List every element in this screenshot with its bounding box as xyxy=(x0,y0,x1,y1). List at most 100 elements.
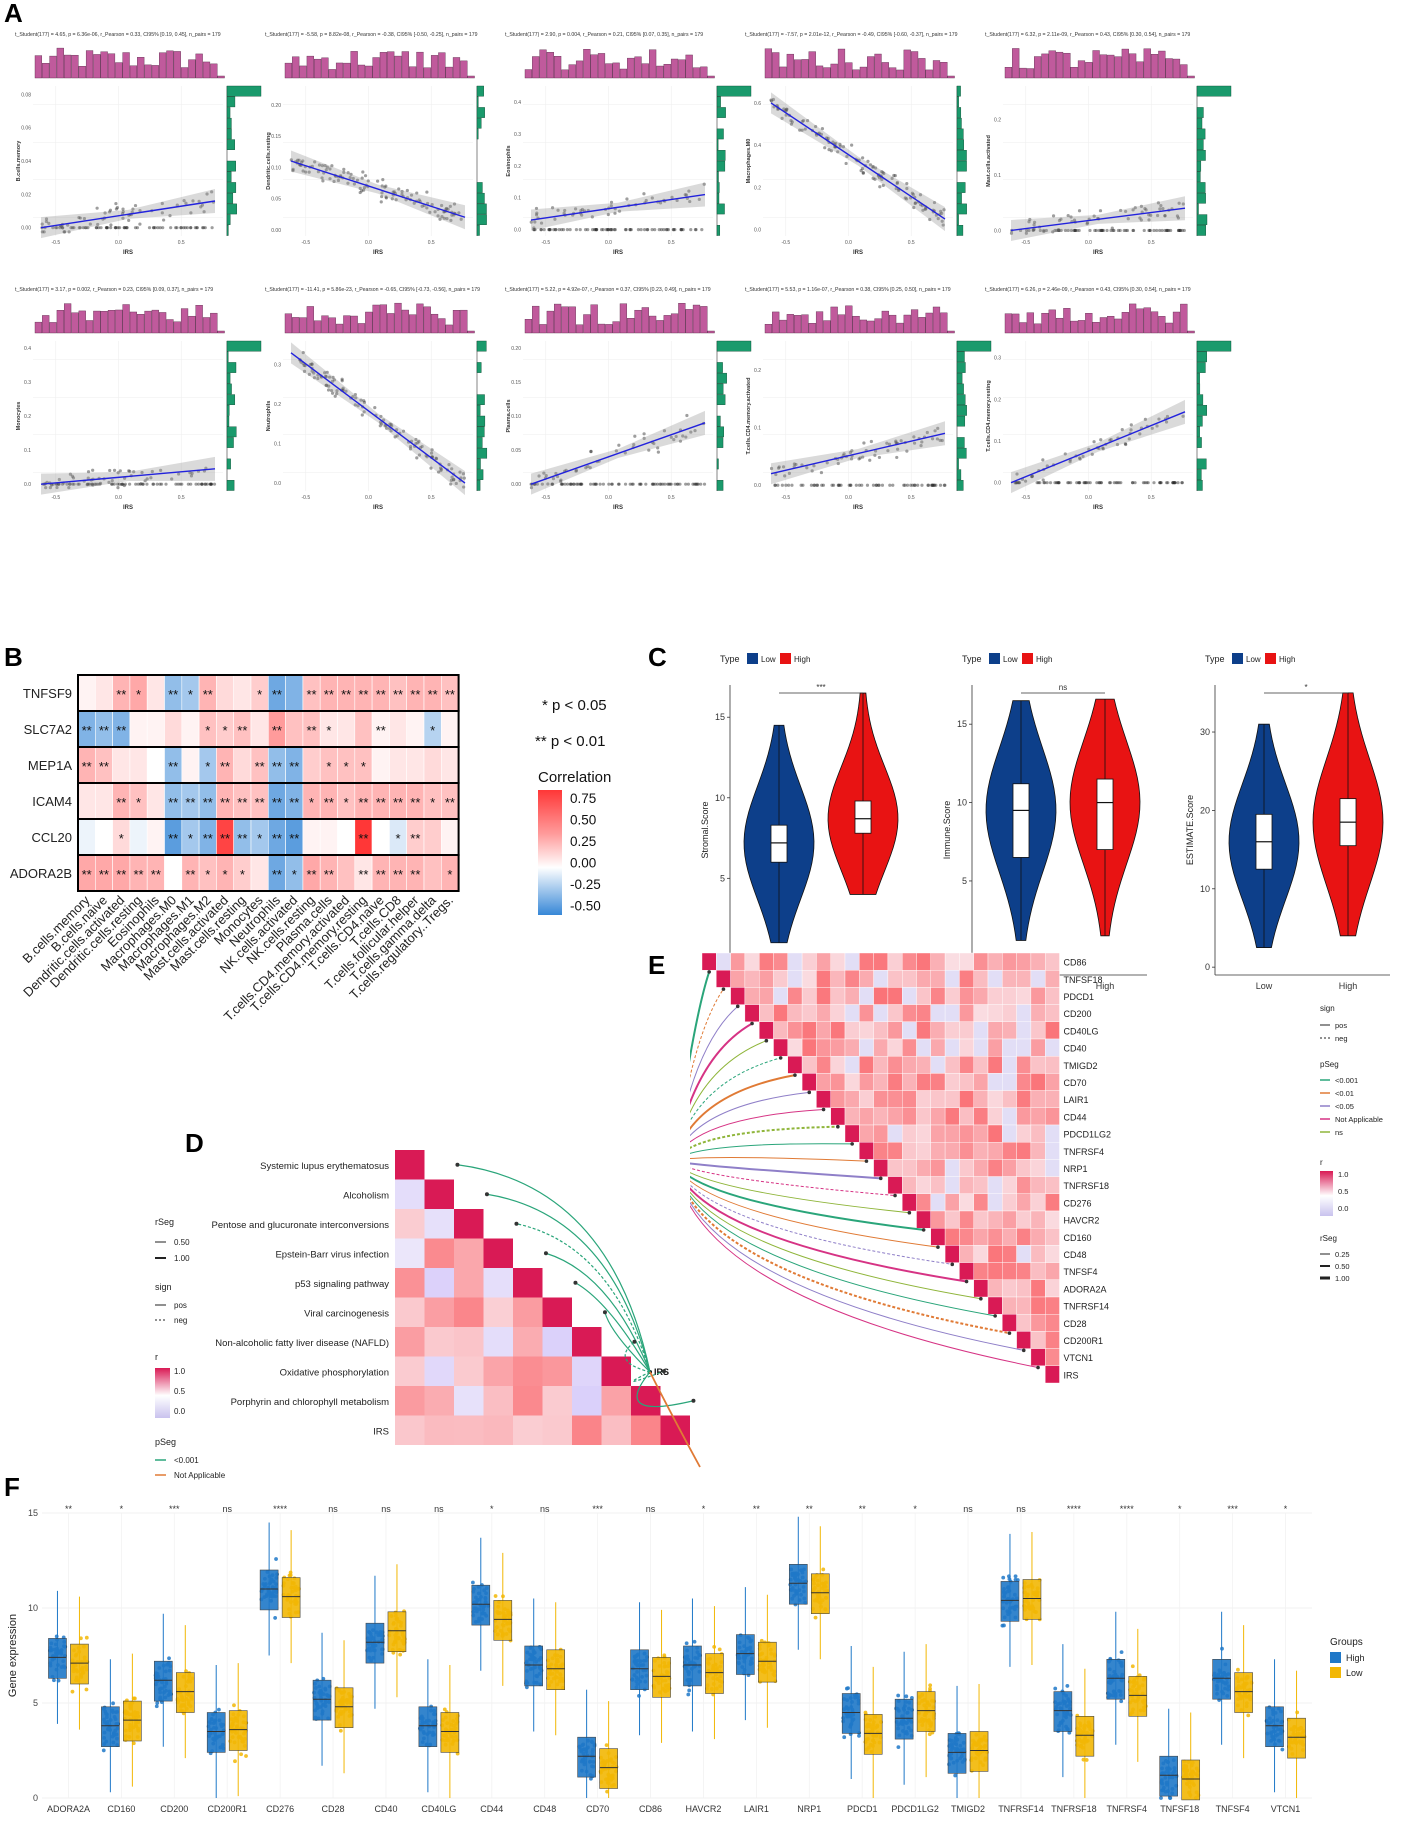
data-point xyxy=(1108,481,1113,485)
histogram-bar xyxy=(1158,50,1166,79)
x-tick-label: CD48 xyxy=(533,1804,556,1814)
heatmap-cell xyxy=(1030,1314,1046,1332)
heatmap-cell xyxy=(1030,1090,1046,1109)
data-point xyxy=(820,127,825,131)
heatmap-cell xyxy=(1045,1176,1060,1195)
heatmap-cell xyxy=(916,1176,932,1195)
scatter-plot-9: t_Student(177) = 5.53, p = 1.16e-07, r_P… xyxy=(745,287,992,511)
data-point xyxy=(925,430,929,435)
heatmap-cell xyxy=(424,1327,454,1357)
heatmap-cell xyxy=(701,952,717,971)
heatmap-cell xyxy=(816,987,831,1005)
box xyxy=(418,1706,438,1748)
data-point xyxy=(540,482,544,486)
heatmap-cell xyxy=(454,1297,484,1327)
data-point xyxy=(849,457,854,461)
histogram-bar xyxy=(321,57,329,79)
histogram-bar xyxy=(561,69,569,79)
histogram-bar xyxy=(1196,85,1232,97)
data-point xyxy=(95,226,99,230)
histogram-bar xyxy=(881,62,889,79)
plot-subtitle: t_Student(177) = 6.26, p = 2.46e-09, r_P… xyxy=(985,287,1191,293)
histogram-bar xyxy=(947,330,955,334)
data-point xyxy=(348,175,352,180)
data-point xyxy=(559,479,563,483)
data-point xyxy=(116,471,120,475)
data-point xyxy=(195,226,199,230)
data-point xyxy=(167,1656,171,1661)
heatmap-cell xyxy=(1002,987,1017,1005)
data-point xyxy=(672,228,676,232)
y-axis-label: Monocytes xyxy=(16,402,22,431)
data-point xyxy=(109,226,113,230)
heatmap-cell xyxy=(1016,1193,1032,1212)
histogram-bar xyxy=(634,56,642,79)
heatmap-cell xyxy=(440,818,459,856)
data-point xyxy=(325,383,329,387)
data-point xyxy=(330,164,334,168)
legend-label: 0.50 xyxy=(174,1238,190,1247)
heatmap-cell xyxy=(601,1386,631,1416)
data-point xyxy=(1097,481,1102,485)
heatmap-cell xyxy=(354,710,373,748)
data-point xyxy=(1115,442,1120,447)
data-point xyxy=(304,170,308,174)
heatmap-cell xyxy=(1002,1279,1017,1298)
heatmap-cell xyxy=(1030,1279,1046,1298)
heatmap-cell xyxy=(513,1297,543,1327)
histogram-bar xyxy=(956,150,967,161)
y-tick-label: 5 xyxy=(720,873,725,883)
data-point xyxy=(325,370,329,374)
data-point xyxy=(176,482,180,486)
heatmap-cell xyxy=(944,1073,960,1091)
legend-label: Low xyxy=(1003,655,1018,664)
x-tick-label: TNFRSF18 xyxy=(1051,1804,1097,1814)
data-point xyxy=(691,482,695,486)
histogram-bar xyxy=(956,362,966,373)
heatmap-row-label: ADORA2A xyxy=(1064,1284,1107,1294)
network-link xyxy=(690,1005,739,1093)
scatter-plot-8: t_Student(177) = 5.22, p = 4.92e-07, r_P… xyxy=(505,287,752,511)
data-point xyxy=(110,479,114,483)
data-point xyxy=(612,228,616,232)
data-point xyxy=(684,1641,689,1646)
significance-star: ** xyxy=(410,795,420,810)
histogram-bar xyxy=(122,304,130,334)
data-point xyxy=(553,217,557,221)
histogram-bar xyxy=(554,56,562,79)
data-point xyxy=(663,482,667,486)
histogram-bar xyxy=(837,48,846,79)
heatmap-cell xyxy=(801,970,817,988)
data-point xyxy=(57,477,61,482)
data-point xyxy=(159,482,164,486)
data-point xyxy=(953,1773,958,1778)
histogram-bar xyxy=(445,66,453,79)
significance-label: ns xyxy=(328,1504,338,1514)
heatmap-cell xyxy=(987,1296,1003,1315)
data-point xyxy=(594,482,599,486)
data-point xyxy=(84,226,88,230)
data-point xyxy=(115,206,119,210)
histogram-bar xyxy=(357,64,366,79)
heatmap-cell xyxy=(1002,1159,1017,1177)
data-point xyxy=(161,226,165,230)
data-point xyxy=(1099,438,1103,442)
data-point xyxy=(605,228,610,232)
data-point xyxy=(438,466,443,470)
data-point xyxy=(572,482,576,486)
data-point xyxy=(569,482,574,486)
heatmap-cell xyxy=(1045,1348,1060,1367)
heatmap-cell xyxy=(1002,1124,1017,1143)
y-axis-label: Mast.cells.activated xyxy=(986,135,992,187)
data-point xyxy=(448,204,452,208)
data-point xyxy=(1014,481,1018,485)
data-point xyxy=(61,226,65,230)
data-point xyxy=(182,199,186,203)
heatmap-cell xyxy=(1030,1038,1046,1057)
heatmap-cell xyxy=(1030,952,1046,971)
histogram-bar xyxy=(343,62,351,79)
significance-label: * xyxy=(120,1504,124,1514)
significance-label: *** xyxy=(169,1504,180,1514)
network-link xyxy=(690,1186,967,1283)
x-axis-label: IRS xyxy=(853,250,863,256)
